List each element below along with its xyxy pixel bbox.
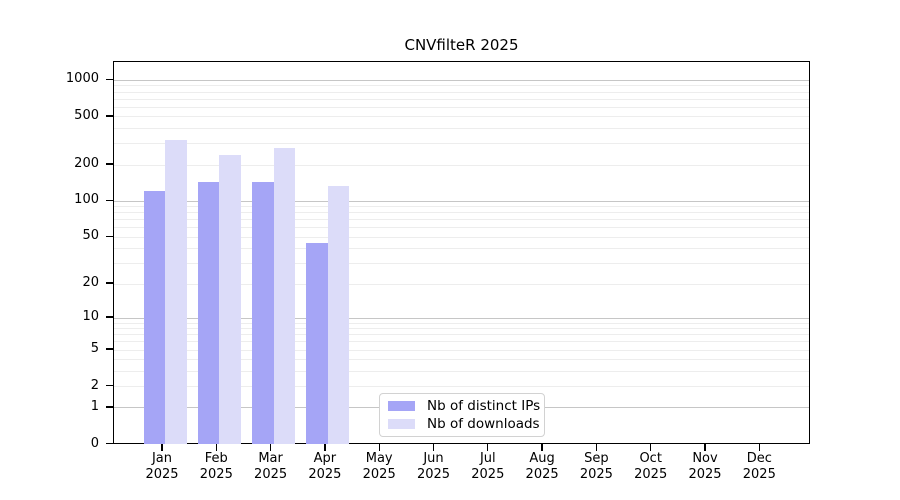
y-tick-label-100: 100 <box>74 192 99 208</box>
y-tick-10 <box>106 316 113 318</box>
y-tick-label-2: 2 <box>90 377 99 393</box>
gridline-6 <box>114 341 809 343</box>
x-tick-jan <box>161 443 163 451</box>
gridline-200 <box>114 164 809 166</box>
legend-label-downloads: Nb of downloads <box>427 416 540 432</box>
bar-nb-of-downloads-mar <box>273 148 296 445</box>
gridline-4 <box>114 359 809 361</box>
x-tick-label-apr: Apr 2025 <box>308 451 342 482</box>
x-tick-label-mar: Mar 2025 <box>254 451 288 482</box>
bar-nb-of-downloads-feb <box>219 155 241 445</box>
gridline-7 <box>114 334 809 336</box>
gridline-10 <box>114 317 809 319</box>
y-tick-label-200: 200 <box>74 156 99 172</box>
x-tick-aug <box>541 443 543 451</box>
x-tick-jul <box>487 443 489 451</box>
gridline-50 <box>114 236 809 238</box>
y-tick-label-0: 0 <box>90 435 99 451</box>
y-tick-5 <box>106 348 113 350</box>
gridline-20 <box>114 283 809 285</box>
x-tick-label-sep: Sep 2025 <box>579 451 613 482</box>
gridline-300 <box>114 143 809 145</box>
y-tick-2 <box>106 384 113 387</box>
y-tick-20 <box>106 282 113 284</box>
x-tick-label-nov: Nov 2025 <box>688 451 722 482</box>
gridline-700 <box>114 98 809 100</box>
y-tick-0 <box>106 442 113 445</box>
x-tick-dec <box>758 443 760 451</box>
y-tick-1000 <box>106 78 113 81</box>
gridline-1000 <box>114 79 809 81</box>
gridline-40 <box>114 248 809 250</box>
y-tick-label-500: 500 <box>74 107 99 123</box>
x-tick-apr <box>324 443 326 451</box>
y-tick-label-10: 10 <box>82 309 99 325</box>
gridline-2 <box>114 386 809 388</box>
legend-swatch-distinct-ips <box>388 401 415 411</box>
gridline-8 <box>114 328 809 330</box>
gridline-900 <box>114 85 809 87</box>
bars <box>114 62 809 445</box>
legend: Nb of distinct IPs Nb of downloads <box>379 393 545 437</box>
x-tick-jun <box>432 443 435 451</box>
x-tick-label-dec: Dec 2025 <box>742 451 776 482</box>
bar-nb-of-downloads-apr <box>327 185 350 445</box>
y-tick-label-1: 1 <box>90 398 99 414</box>
y-tick-label-20: 20 <box>82 275 99 291</box>
gridline-400 <box>114 128 809 130</box>
y-tick-500 <box>106 115 113 117</box>
x-tick-label-aug: Aug 2025 <box>525 451 559 482</box>
gridlines <box>114 62 809 443</box>
gridline-90 <box>114 206 809 208</box>
legend-swatch-downloads <box>388 419 415 429</box>
bar-nb-of-distinct-ips-jan <box>143 190 165 445</box>
x-tick-label-may: May 2025 <box>362 451 396 482</box>
bar-nb-of-downloads-jan <box>165 139 187 445</box>
bar-nb-of-distinct-ips-feb <box>197 181 220 445</box>
gridline-30 <box>114 263 809 265</box>
chart-title: CNVfilteR 2025 <box>404 36 519 54</box>
gridline-70 <box>114 219 809 221</box>
x-tick-label-feb: Feb 2025 <box>199 451 233 482</box>
x-tick-label-oct: Oct 2025 <box>634 451 668 482</box>
gridline-500 <box>114 116 809 118</box>
legend-item-downloads: Nb of downloads <box>380 417 544 431</box>
gridline-60 <box>114 227 809 229</box>
x-tick-nov <box>704 443 706 451</box>
x-tick-may <box>378 443 380 451</box>
gridline-5 <box>114 349 809 351</box>
y-tick-50 <box>106 235 113 237</box>
gridline-100 <box>114 200 809 202</box>
plot-area <box>113 61 810 445</box>
y-tick-200 <box>106 163 113 165</box>
gridline-600 <box>114 106 809 108</box>
x-tick-oct <box>650 443 652 451</box>
y-tick-label-1000: 1000 <box>65 71 99 87</box>
x-tick-label-jan: Jan 2025 <box>145 451 179 482</box>
y-tick-1 <box>106 406 113 408</box>
gridline-9 <box>114 322 809 324</box>
x-tick-sep <box>595 443 598 451</box>
bar-nb-of-distinct-ips-mar <box>252 181 274 445</box>
legend-item-distinct-ips: Nb of distinct IPs <box>380 399 544 413</box>
x-tick-mar <box>269 443 272 451</box>
gridline-800 <box>114 91 809 93</box>
gridline-3 <box>114 370 809 372</box>
y-tick-100 <box>106 199 113 201</box>
y-tick-label-50: 50 <box>82 228 99 244</box>
y-tick-label-5: 5 <box>90 341 99 357</box>
bar-nb-of-distinct-ips-apr <box>306 242 328 445</box>
legend-label-distinct-ips: Nb of distinct IPs <box>427 398 541 414</box>
x-tick-label-jul: Jul 2025 <box>471 451 505 482</box>
x-tick-feb <box>215 443 217 451</box>
x-tick-label-jun: Jun 2025 <box>416 451 451 482</box>
gridline-80 <box>114 212 809 214</box>
